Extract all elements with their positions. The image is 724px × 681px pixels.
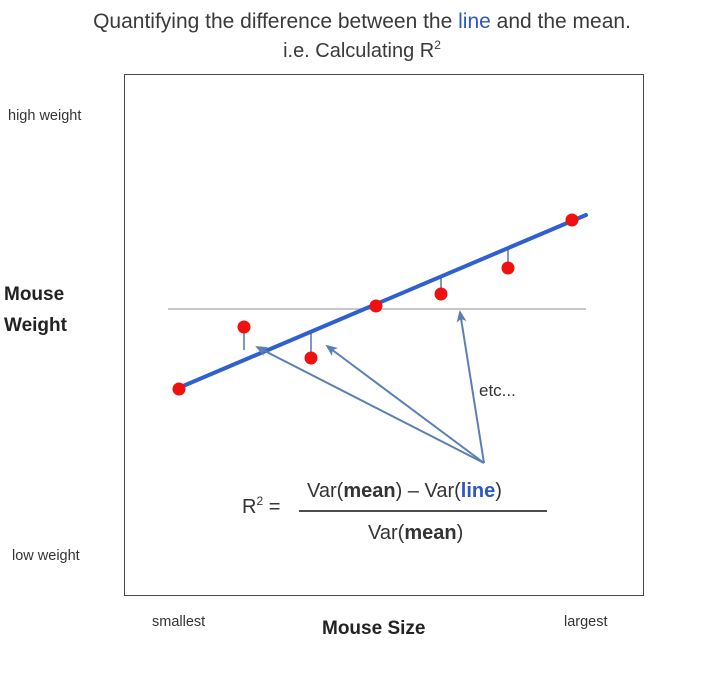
r-symbol: R (242, 496, 257, 518)
diagram-subtitle: i.e. Calculating R2 (0, 38, 724, 63)
title-line-word: line (458, 10, 491, 33)
paren-text: ) (495, 480, 502, 502)
data-point (434, 287, 448, 301)
arrow (456, 310, 485, 464)
data-point (369, 299, 383, 313)
y-high-label: high weight (8, 108, 82, 124)
line-word: line (460, 480, 496, 502)
paren-text: ) (456, 522, 464, 544)
formula-lhs: R2 = (242, 494, 281, 519)
arrows (255, 310, 485, 464)
y-low-label: low weight (12, 548, 80, 564)
paren-text: ) (395, 480, 403, 502)
formula-denominator: Var(mean) (368, 522, 463, 545)
var-text: Var( (307, 480, 344, 502)
data-point (172, 382, 186, 396)
x-axis-title: Mouse Size (322, 618, 426, 639)
mean-word: mean (404, 522, 457, 544)
arrow (325, 344, 485, 464)
title-text: Quantifying the difference between the (93, 10, 459, 33)
data-point (565, 213, 579, 227)
etc-annotation: etc... (479, 381, 516, 400)
diagram-title: Quantifying the difference between the l… (0, 10, 724, 34)
formula-numerator: Var(mean) – Var(line) (307, 480, 502, 503)
subtitle-text: i.e. Calculating R (283, 40, 435, 62)
equals-sign: = (263, 496, 281, 518)
data-point (501, 261, 515, 275)
x-low-label: smallest (152, 614, 206, 630)
r-superscript: 2 (256, 494, 264, 508)
minus-sign: – (402, 480, 425, 502)
y-axis-title-line2: Weight (4, 315, 67, 336)
x-high-label: largest (564, 614, 608, 630)
title-text-end: and the mean. (490, 10, 631, 33)
subtitle-superscript: 2 (434, 38, 441, 52)
var-text: Var( (424, 480, 461, 502)
mean-word: mean (343, 480, 396, 502)
data-points (172, 213, 579, 396)
plot-frame (124, 74, 644, 596)
arrow (255, 346, 485, 464)
data-point (304, 351, 318, 365)
y-axis-title-line1: Mouse (4, 284, 65, 305)
data-point (237, 320, 251, 334)
var-text: Var( (368, 522, 405, 544)
